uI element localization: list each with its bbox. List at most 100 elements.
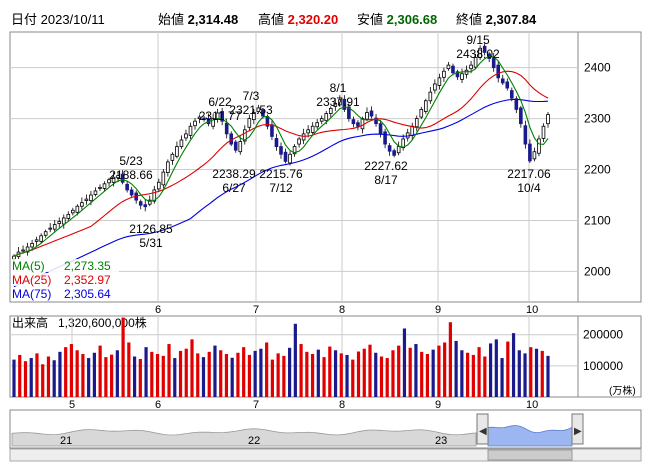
candle-down (143, 204, 148, 208)
candle-up (179, 139, 184, 148)
candle-up (306, 129, 310, 134)
candle-up (166, 161, 170, 174)
candle-up (111, 176, 116, 183)
candle-down (347, 106, 351, 120)
annotation-value: 2238.29 (212, 167, 256, 181)
candle-up (546, 114, 550, 125)
candle-up (532, 151, 537, 160)
candle-up (541, 125, 546, 139)
volume-bar-up (104, 357, 108, 397)
navigator-handle-left[interactable] (476, 413, 489, 445)
candle-down (383, 131, 387, 145)
low-value: 2,306.68 (386, 12, 438, 27)
annotation-date: 7/12 (269, 181, 293, 195)
candle-up (197, 116, 202, 120)
volume-unit: (万株) (609, 384, 636, 397)
candle-up (34, 239, 39, 242)
volume-bar-down (52, 360, 56, 397)
ma-legend-name: MA(5) (12, 259, 45, 273)
volume-bar-up (35, 353, 39, 397)
volume-bar-down (546, 355, 550, 397)
candle-down (261, 110, 265, 117)
candle-up (57, 221, 62, 224)
candle-up (89, 194, 93, 202)
volume-bar-up (437, 345, 441, 397)
volume-bar-down (253, 350, 257, 397)
candle-up (292, 146, 297, 155)
candle-up (338, 99, 342, 106)
candle-up (170, 153, 175, 161)
close-label: 終値 (456, 12, 483, 27)
volume-bar-up (408, 347, 412, 397)
volume-bar-up (23, 361, 28, 397)
candle-down (505, 81, 510, 89)
navigator-arrow-left[interactable]: ◀ (479, 426, 487, 437)
volume-bar-down (488, 343, 493, 397)
candle-down (482, 45, 487, 53)
scrollbar-thumb[interactable] (487, 449, 573, 461)
volume-bar-up (322, 357, 326, 397)
volume-bar-up (385, 358, 389, 397)
navigator-year-label: 22 (248, 435, 260, 447)
volume-bar-down (414, 344, 418, 397)
annotation-date: 6/27 (222, 181, 246, 195)
volume-bar-down (173, 358, 177, 397)
month-tick-label: 7 (253, 304, 259, 316)
candle-up (98, 186, 102, 189)
candle-down (283, 151, 288, 162)
candle-up (288, 153, 292, 164)
candle-down (378, 123, 383, 135)
candle-down (374, 117, 378, 125)
volume-bar-up (224, 354, 229, 397)
annotation-date: 6/22 (208, 95, 232, 109)
close-value: 2,307.84 (485, 12, 537, 27)
high-value: 2,320.20 (287, 12, 339, 27)
candle-up (328, 108, 333, 114)
candle-up (52, 224, 57, 230)
ma-legend-bg (11, 287, 119, 300)
candle-up (75, 205, 80, 213)
candle-down (496, 64, 501, 79)
annotation-value: 2227.62 (364, 159, 408, 173)
volume-bar-up (190, 339, 194, 397)
candle-down (274, 138, 279, 148)
price-tick-label: 2100 (584, 213, 611, 227)
candle-up (93, 190, 98, 195)
volume-bar-up (368, 344, 372, 397)
ma75-line (13, 98, 549, 288)
volume-tick-label: 200000 (583, 328, 623, 342)
volume-bar-down (144, 347, 148, 397)
candle-up (184, 133, 188, 139)
candle-up (437, 77, 442, 86)
candle-up (25, 246, 30, 253)
candle-up (193, 120, 197, 127)
volume-month-label: 7 (253, 399, 259, 411)
price-tick-label: 2300 (584, 112, 611, 126)
open-label: 始値 (158, 12, 185, 27)
candle-up (157, 181, 161, 190)
candle-up (242, 129, 247, 142)
volume-bar-up (448, 322, 452, 397)
volume-bar-up (41, 364, 45, 397)
annotation-value: 2188.66 (109, 168, 153, 182)
ma-legend-name: MA(75) (12, 287, 51, 301)
volume-bar-up (356, 351, 361, 397)
high-label: 高値 (258, 12, 285, 27)
volume-bar-up (184, 348, 188, 397)
candle-up (152, 189, 157, 202)
ma-legend-value: 2,273.35 (64, 259, 111, 273)
candle-down (500, 78, 505, 84)
candle-down (369, 110, 374, 117)
volume-bar-up (138, 358, 142, 397)
volume-bar-up (196, 353, 200, 397)
navigator-arrow-right[interactable]: ▶ (574, 426, 582, 437)
candle-up (537, 138, 541, 154)
scrollbar-track[interactable] (9, 448, 642, 462)
candle-up (21, 249, 25, 252)
volume-title-value: 1,320,600,000株 (58, 315, 147, 330)
candle-up (460, 73, 464, 80)
navigator-handle-right[interactable] (571, 413, 584, 445)
high-group: 高値 2,320.20 (258, 10, 338, 30)
volume-bar-down (87, 358, 91, 397)
volume-bar-up (540, 350, 544, 397)
